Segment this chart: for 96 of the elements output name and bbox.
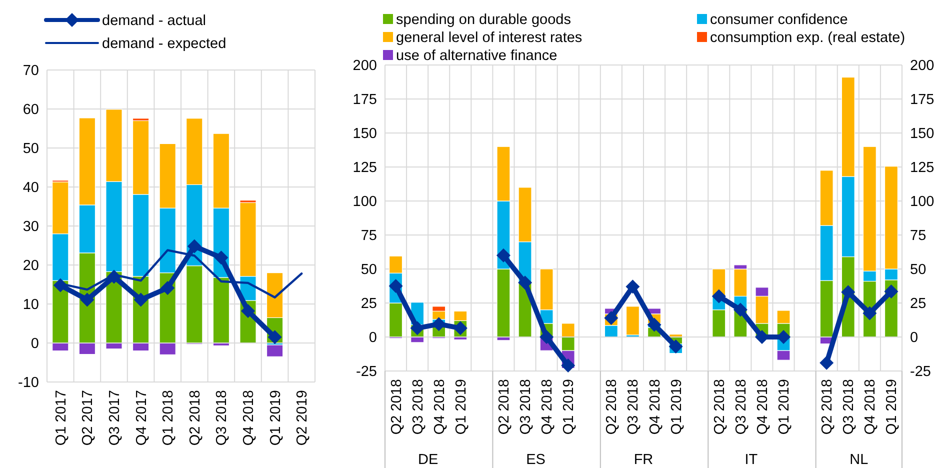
point	[884, 284, 898, 298]
y-tick-label: 125	[352, 160, 377, 176]
x-tick-label: Q1 2019	[776, 379, 793, 435]
legend-label: use of alternative finance	[396, 48, 558, 64]
point	[668, 340, 683, 354]
x-tick-label: Q3 2018	[733, 379, 750, 435]
x-tick-label: Q4 2017	[134, 390, 150, 446]
x-tick-label: Q3 2018	[410, 379, 426, 435]
x-tick-label: Q1 2017	[53, 390, 70, 446]
point	[862, 306, 877, 320]
point	[496, 248, 510, 262]
point	[647, 318, 662, 332]
x-tick-label: Q4 2018	[241, 390, 257, 446]
legend-label: consumption exp. (real estate)	[710, 30, 906, 46]
legend-label: spending on durable goods	[396, 12, 571, 28]
y-tick-label: 0	[30, 336, 39, 352]
y2-tick-label: 125	[910, 160, 934, 176]
x-tick-label: Q1 2018	[160, 390, 177, 446]
point	[604, 310, 618, 325]
x-tick-label: Q3 2018	[214, 390, 230, 446]
x-tick-label: Q2 2018	[496, 379, 512, 435]
y2-tick-label: 200	[910, 58, 934, 74]
y-tick-label: 50	[22, 141, 39, 157]
y2-tick-label: 75	[910, 228, 926, 244]
x-tick-label: Q1 2019	[453, 379, 470, 435]
x-tick-label: Q1 2019	[668, 379, 685, 435]
text: FR	[634, 452, 654, 468]
legend-label: consumer confidence	[710, 12, 848, 28]
text: IT	[744, 452, 758, 468]
y-tick-label: 200	[352, 58, 377, 74]
y-tick-label: 175	[352, 92, 377, 108]
bar	[626, 306, 640, 336]
legend-label: demand - actual	[102, 13, 206, 29]
x-tick-label: Q4 2018	[540, 379, 556, 435]
x-tick-label: Q2 2018	[604, 379, 620, 435]
point	[160, 281, 175, 296]
point	[626, 280, 640, 294]
point	[214, 250, 228, 265]
y2-tick-label: 0	[910, 330, 918, 346]
y-tick-label: -25	[356, 364, 377, 380]
x-tick-label: Q2 2018	[820, 379, 836, 435]
y-tick-label: 20	[22, 258, 39, 274]
point	[712, 289, 726, 304]
y-tick-label: 25	[360, 296, 377, 312]
point	[518, 276, 532, 290]
x-tick-label: Q2 2019	[294, 390, 311, 446]
y-tick-label: 60	[22, 102, 39, 118]
y-tick-label: 75	[360, 228, 377, 244]
x-tick-label: Q4 2018	[754, 379, 771, 435]
point	[561, 358, 576, 373]
point	[841, 285, 856, 300]
x-tick-label: Q1 2019	[561, 379, 578, 435]
point	[432, 317, 446, 332]
y-tick-label: -10	[18, 375, 39, 391]
point	[241, 304, 255, 318]
y-tick-label: 0	[368, 330, 377, 346]
x-tick-label: Q2 2018	[388, 379, 405, 435]
point	[410, 321, 424, 336]
point	[388, 279, 403, 293]
y-tick-label: 40	[22, 180, 39, 196]
x-tick-label: Q4 2018	[647, 379, 664, 435]
x-tick-label: Q2 2017	[80, 390, 96, 446]
x-tick-label: Q1 2019	[884, 379, 900, 435]
x-tick-label: Q3 2017	[107, 390, 123, 446]
y-tick-label: 100	[352, 194, 377, 210]
y2-tick-label: 25	[910, 296, 926, 312]
point	[540, 330, 554, 344]
y-tick-label: 150	[352, 126, 377, 142]
bar	[266, 344, 284, 357]
text: NL	[850, 452, 868, 468]
y2-tick-label: 50	[910, 262, 926, 278]
text: ES	[526, 452, 546, 468]
x-tick-label: Q2 2018	[712, 379, 728, 435]
x-tick-label: Q3 2018	[626, 379, 642, 435]
x-tick-label: Q2 2018	[187, 390, 204, 446]
legend-label: demand - expected	[102, 36, 226, 52]
y2-tick-label: 100	[910, 194, 934, 210]
x-tick-label: Q3 2018	[518, 379, 534, 435]
point	[134, 292, 148, 307]
y2-tick-label: -25	[910, 364, 931, 380]
point	[80, 292, 94, 307]
legend-label: general level of interest rates	[396, 30, 582, 46]
y-tick-label: 70	[22, 63, 39, 79]
y-tick-label: 50	[360, 262, 377, 278]
y2-tick-label: 150	[910, 126, 934, 142]
point	[187, 239, 202, 254]
x-tick-label: Q4 2018	[432, 379, 448, 435]
point	[820, 356, 834, 370]
y2-tick-label: 175	[910, 92, 934, 108]
x-tick-label: Q3 2018	[841, 379, 858, 435]
y-tick-label: 30	[22, 219, 39, 235]
y-tick-label: 10	[22, 297, 39, 313]
point	[733, 302, 748, 317]
x-tick-label: Q1 2019	[268, 390, 284, 446]
x-tick-label: Q4 2018	[862, 379, 879, 435]
text: DE	[418, 452, 438, 468]
